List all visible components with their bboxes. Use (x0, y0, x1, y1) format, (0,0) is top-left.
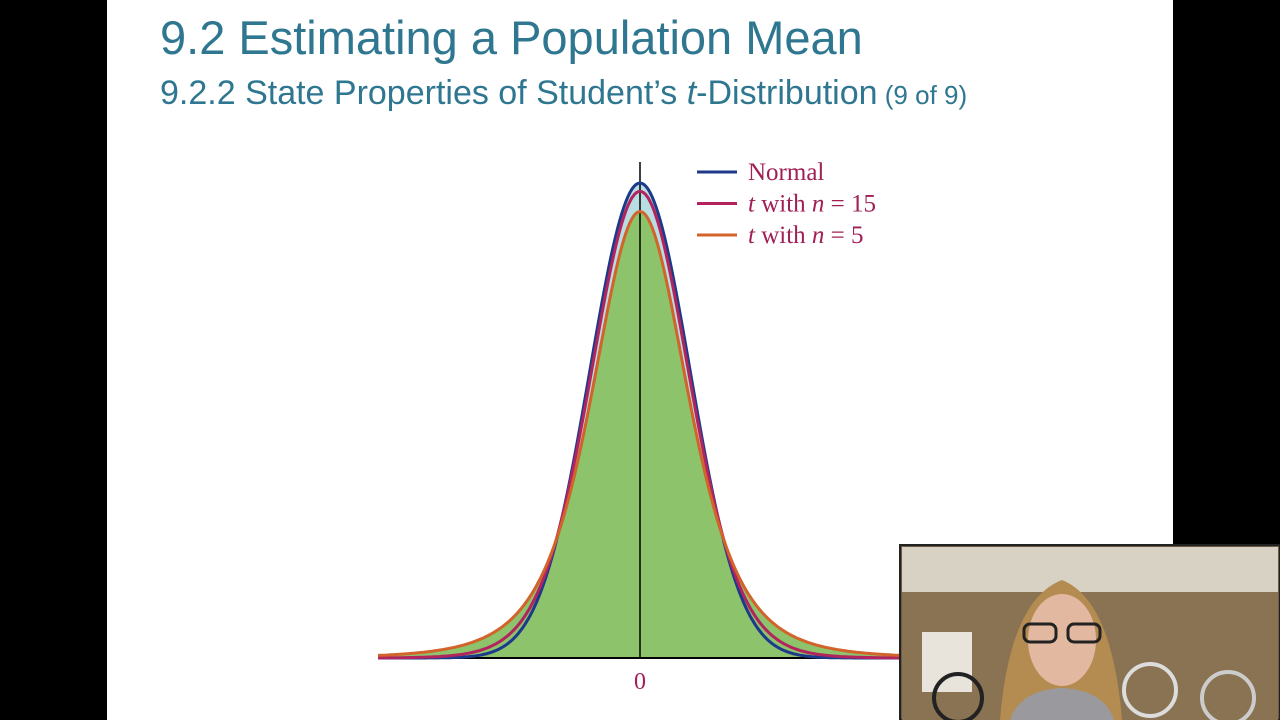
webcam-bike-wheel (1200, 670, 1256, 720)
legend-label: t with n = 5 (748, 222, 864, 249)
slide-title: 9.2 Estimating a Population Mean (160, 11, 863, 64)
text-span: t (748, 222, 756, 249)
webcam-glasses (1022, 622, 1058, 644)
text-span: = 15 (824, 191, 876, 218)
area-t5 (378, 211, 900, 658)
text-span: -Distribution (696, 74, 877, 112)
legend-label: Normal (748, 159, 824, 186)
webcam-bike-wheel (932, 672, 984, 720)
webcam-face (1028, 594, 1096, 686)
text-span: with (755, 222, 812, 249)
axis-label: 0 (634, 669, 646, 695)
text-span: with (755, 191, 812, 218)
text-span: 9.2.2 State Properties of Student’s (160, 74, 687, 112)
text-span: (9 of 9) (878, 80, 968, 110)
text-span: n (812, 191, 825, 218)
text-span: t (687, 74, 698, 112)
webcam-glasses (1066, 622, 1102, 644)
curve (377, 209, 901, 657)
legend-label: t with n = 15 (748, 191, 876, 218)
slide-subtitle: 9.2.2 State Properties of Student’s t-Di… (160, 74, 967, 112)
webcam-bike-wheel (1122, 662, 1178, 718)
webcam-ceiling (902, 547, 1278, 592)
text-span: = 5 (824, 222, 863, 249)
text-span: Normal (748, 159, 824, 186)
curve (378, 189, 901, 660)
text-span: n (812, 222, 825, 249)
webcam-shirt (1010, 688, 1114, 720)
distribution-plot (377, 162, 901, 660)
webcam (899, 544, 1280, 720)
curve (378, 181, 900, 660)
webcam-whiteboard (922, 632, 972, 692)
text-span: t (748, 191, 756, 218)
